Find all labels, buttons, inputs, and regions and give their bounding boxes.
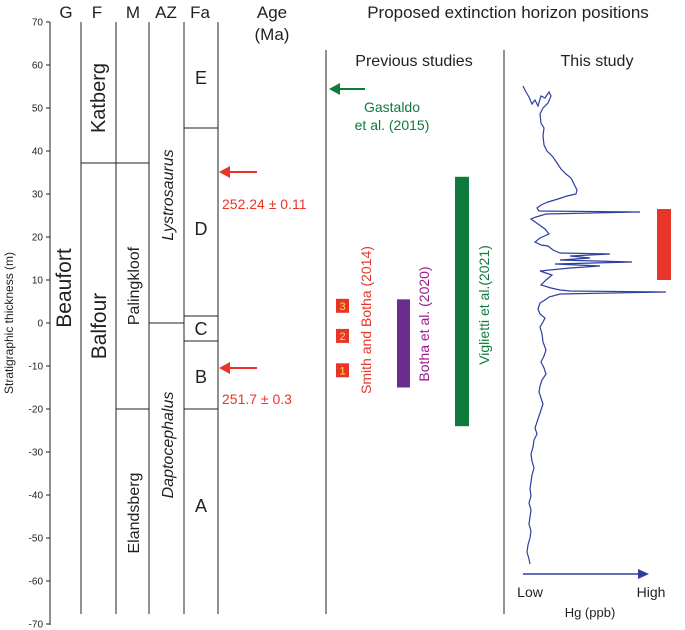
age-arrow-1 — [219, 166, 257, 178]
smith-botha-label: Smith and Botha (2014) — [358, 246, 374, 394]
hg-low-label: Low — [517, 584, 544, 600]
smith-botha-horizon-number: 2 — [339, 331, 345, 343]
header-group: G — [59, 3, 72, 22]
smith-botha-horizons: 3 2 1 — [336, 298, 349, 378]
member-palingkloof: Palingkloof — [126, 246, 143, 325]
botha-bar — [397, 299, 410, 388]
gastaldo-arrow — [329, 83, 365, 95]
faunal-unit-e: E — [195, 68, 207, 88]
y-tick-label: -70 — [29, 620, 44, 630]
gastaldo-label-1: Gastaldo — [364, 99, 420, 115]
y-tick-label: 0 — [37, 319, 43, 330]
viglietti-label: Viglietti et al.(2021) — [476, 245, 492, 365]
y-ticks: 70 60 50 40 30 20 10 0 -10 -20 -30 -40 -50 -60 -70 — [29, 18, 50, 630]
smith-botha-horizon-box — [336, 363, 349, 378]
age-arrow-2 — [219, 362, 257, 374]
y-tick-label: -20 — [29, 405, 44, 416]
faunal-unit-d: D — [195, 219, 208, 239]
header-age-unit: (Ma) — [255, 25, 290, 44]
column-borders — [80, 22, 505, 614]
hg-high-label: High — [637, 584, 666, 600]
y-tick-label: -30 — [29, 448, 44, 459]
smith-botha-horizon-number: 3 — [339, 301, 345, 313]
y-tick-label: 10 — [32, 276, 44, 287]
formation-katberg: Katberg — [88, 63, 110, 133]
faunal-unit-a: A — [195, 496, 207, 516]
this-study-interval — [657, 209, 671, 280]
y-axis-label: Stratigraphic thickness (m) — [2, 252, 16, 394]
faunal-unit-b: B — [195, 367, 207, 387]
botha-label: Botha et al. (2020) — [416, 266, 432, 381]
header-previous-studies: Previous studies — [355, 53, 472, 70]
header-this-study: This study — [561, 53, 634, 70]
az-lystrosaurus: Lystrosaurus — [160, 149, 177, 240]
y-tick-label: 50 — [32, 104, 44, 115]
formation-balfour: Balfour — [88, 293, 111, 360]
hg-curve — [522, 85, 667, 565]
gastaldo-label-2: et al. (2015) — [355, 117, 430, 133]
hg-xlabel: Hg (ppb) — [565, 605, 616, 620]
y-tick-label: -50 — [29, 534, 44, 545]
smith-botha-horizon-box — [336, 298, 349, 313]
y-tick-label: 20 — [32, 233, 44, 244]
y-tick-label: 30 — [32, 190, 44, 201]
header-age: Age — [257, 3, 287, 22]
y-tick-label: 70 — [32, 18, 44, 29]
y-tick-label: 40 — [32, 147, 44, 158]
smith-botha-horizon-number: 1 — [339, 365, 345, 377]
member-elandsberg: Elandsberg — [126, 473, 143, 554]
header-formation: F — [92, 3, 102, 22]
age-label-1: 252.24 ± 0.11 — [222, 196, 307, 212]
y-tick-label: -10 — [29, 362, 44, 373]
y-tick-label: -60 — [29, 577, 44, 588]
hg-axis-arrow — [523, 569, 649, 579]
age-label-2: 251.7 ± 0.3 — [222, 391, 292, 407]
header-faunal-unit: Fa — [190, 3, 210, 22]
group-label: Beaufort — [53, 248, 76, 328]
smith-botha-horizon-box — [336, 328, 349, 343]
header-member: M — [126, 3, 140, 22]
y-tick-label: 60 — [32, 61, 44, 72]
panel-title: Proposed extinction horizon positions — [367, 3, 649, 22]
y-tick-label: -40 — [29, 491, 44, 502]
viglietti-bar — [455, 176, 469, 427]
az-daptocephalus: Daptocephalus — [160, 392, 177, 499]
faunal-unit-c: C — [195, 319, 208, 339]
header-assemblage-zone: AZ — [155, 3, 177, 22]
